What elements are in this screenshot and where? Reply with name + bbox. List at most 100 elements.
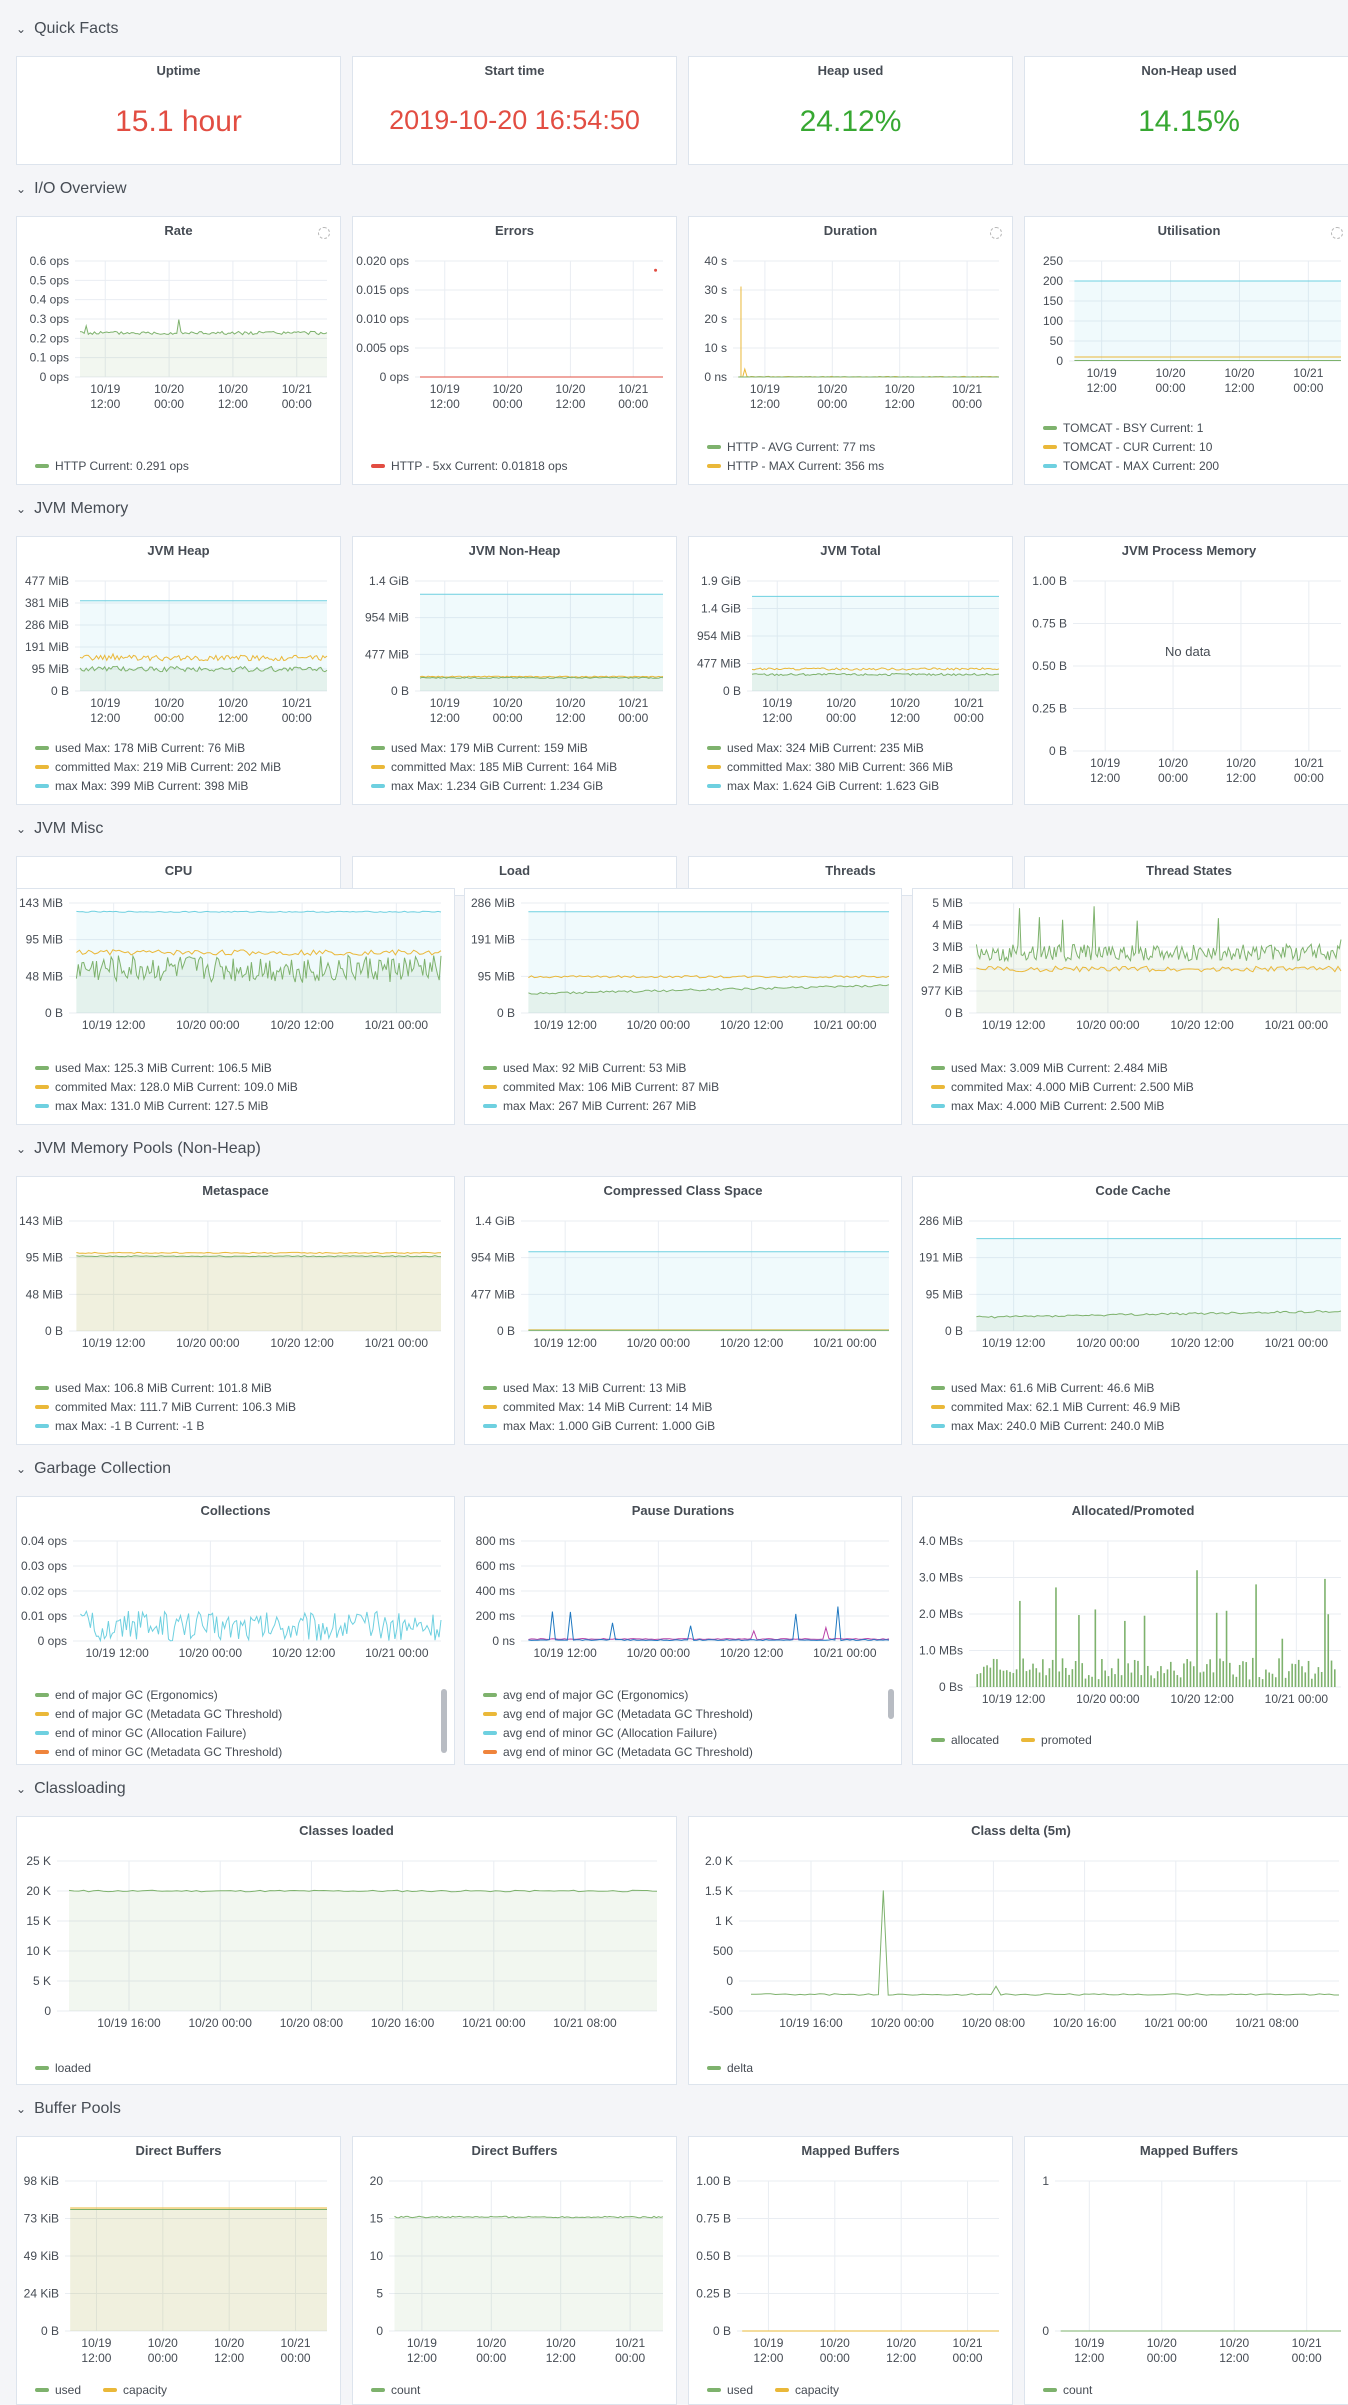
- legend-item[interactable]: end of major GC (Ergonomics): [35, 1685, 282, 1704]
- row-garbage-collection[interactable]: ⌄ Garbage Collection: [16, 1460, 171, 1478]
- row-jvm-misc[interactable]: ⌄ JVM Misc: [16, 820, 103, 838]
- panel-misc-memory-a[interactable]: 143 MiB 95 MiB 48 MiB 0 B 10/19 12:00 10/20 0…: [16, 888, 455, 1125]
- legend-scrollbar[interactable]: [441, 1689, 447, 1753]
- legend-item[interactable]: count: [1043, 2383, 1092, 2397]
- panel-rate[interactable]: Rate 0.6 ops 0.5 ops 0.4 ops 0.3 ops 0.2 ops…: [16, 216, 341, 485]
- legend-item[interactable]: max Max: 1.234 GiB Current: 1.234 GiB: [371, 776, 617, 795]
- legend-item[interactable]: max Max: 240.0 MiB Current: 240.0 MiB: [931, 1416, 1180, 1435]
- panel-title: JVM Total: [820, 543, 881, 558]
- panel-code-cache[interactable]: Code Cache 286 MiB 191 MiB 95 MiB 0 B 10/19 …: [912, 1176, 1348, 1445]
- stat-panel-nonheap-used[interactable]: Non-Heap used 14.15%: [1024, 56, 1348, 165]
- panel-mapped-buffers-bytes[interactable]: Mapped Buffers 1.00 B 0.75 B 0.50 B 0.25 B 0…: [688, 2136, 1013, 2405]
- bar: [1199, 1672, 1202, 1687]
- x-tick-label: 10/20: [890, 696, 920, 710]
- legend-item[interactable]: used Max: 3.009 MiB Current: 2.484 MiB: [931, 1058, 1194, 1077]
- legend-item[interactable]: used: [707, 2383, 753, 2397]
- panel-mapped-buffers-count[interactable]: Mapped Buffers 1 0 10/19 12:00 10/20 00:00 10/…: [1024, 2136, 1348, 2405]
- panel-allocated-promoted[interactable]: Allocated/Promoted 4.0 MBs 3.0 MBs 2.0 MBs…: [912, 1496, 1348, 1765]
- panel-jvm-heap[interactable]: JVM Heap 477 MiB 381 MiB 286 MiB 191 MiB 95 …: [16, 536, 341, 805]
- legend-item[interactable]: HTTP - AVG Current: 77 ms: [707, 437, 884, 456]
- legend-item[interactable]: capacity: [775, 2383, 839, 2397]
- legend-item[interactable]: loaded: [35, 2061, 91, 2075]
- panel-jvm-process-memory[interactable]: JVM Process Memory 1.00 B 0.75 B 0.50 B 0.2…: [1024, 536, 1348, 805]
- row-io-overview[interactable]: ⌄ I/O Overview: [16, 180, 127, 198]
- legend-item[interactable]: max Max: -1 B Current: -1 B: [35, 1416, 296, 1435]
- legend-item[interactable]: end of minor GC (Metadata GC Threshold): [35, 1742, 282, 1761]
- legend-item[interactable]: commited Max: 106 MiB Current: 87 MiB: [483, 1077, 719, 1096]
- legend-item[interactable]: used Max: 106.8 MiB Current: 101.8 MiB: [35, 1378, 296, 1397]
- legend-item[interactable]: end of major GC (Metadata GC Threshold): [35, 1704, 282, 1723]
- panel-classes-loaded[interactable]: Classes loaded 25 K 20 K 15 K 10 K 5 K 0 10/19…: [16, 1816, 677, 2085]
- legend-item[interactable]: used Max: 125.3 MiB Current: 106.5 MiB: [35, 1058, 298, 1077]
- legend-item[interactable]: HTTP - 5xx Current: 0.01818 ops: [371, 456, 568, 475]
- stat-panel-uptime[interactable]: Uptime 15.1 hour: [16, 56, 341, 165]
- chart-plot-area: 25 K 20 K 15 K 10 K 5 K 0 10/19 16:00 10/20 00:…: [26, 1854, 658, 2030]
- x-tick-label: 10/20 12:00: [720, 1018, 784, 1032]
- legend-item[interactable]: count: [371, 2383, 420, 2397]
- x-tick-label: 10/20: [546, 2336, 576, 2350]
- legend-item[interactable]: max Max: 131.0 MiB Current: 127.5 MiB: [35, 1096, 298, 1115]
- legend-item[interactable]: TOMCAT - BSY Current: 1: [1043, 418, 1219, 437]
- legend-item[interactable]: promoted: [1021, 1733, 1092, 1747]
- panel-jvm-total[interactable]: JVM Total 1.9 GiB 1.4 GiB 954 MiB 477 MiB 0 …: [688, 536, 1013, 805]
- pause-chart: 800 ms 600 ms 400 ms 200 ms 0 ns 10/19 12:00 1…: [476, 1534, 890, 1660]
- row-buffer-pools[interactable]: ⌄ Buffer Pools: [16, 2100, 121, 2118]
- legend-item[interactable]: used Max: 92 MiB Current: 53 MiB: [483, 1058, 719, 1077]
- legend-item[interactable]: capacity: [103, 2383, 167, 2397]
- legend-item[interactable]: used Max: 324 MiB Current: 235 MiB: [707, 738, 953, 757]
- bar: [1176, 1675, 1179, 1687]
- legend-item[interactable]: avg end of major GC (Metadata GC Thresho…: [483, 1704, 753, 1723]
- legend-item[interactable]: avg end of minor GC (Allocation Failure): [483, 1723, 753, 1742]
- legend-item[interactable]: used Max: 13 MiB Current: 13 MiB: [483, 1378, 715, 1397]
- legend-item[interactable]: avg end of minor GC (Metadata GC Thresho…: [483, 1742, 753, 1761]
- panel-utilisation[interactable]: Utilisation 250 200 150 100 50 0 10/19 12:00 10/…: [1024, 216, 1348, 485]
- bar: [1297, 1659, 1300, 1687]
- legend-item[interactable]: max Max: 1.624 GiB Current: 1.623 GiB: [707, 776, 953, 795]
- legend-item[interactable]: avg end of major GC (Ergonomics): [483, 1685, 753, 1704]
- row-jvm-memory[interactable]: ⌄ JVM Memory: [16, 500, 128, 518]
- panel-direct-buffers-count[interactable]: Direct Buffers 20 15 10 5 0 10/19 12:00 10/20 00…: [352, 2136, 677, 2405]
- legend-item[interactable]: commited Max: 14 MiB Current: 14 MiB: [483, 1397, 715, 1416]
- panel-compressed-class-space[interactable]: Compressed Class Space 1.4 GiB 954 MiB 477…: [464, 1176, 902, 1445]
- panel-direct-buffers-bytes[interactable]: Direct Buffers 98 KiB 73 KiB 49 KiB 24 KiB 0…: [16, 2136, 341, 2405]
- stat-panel-heap-used[interactable]: Heap used 24.12%: [688, 56, 1013, 165]
- legend-item[interactable]: committed Max: 185 MiB Current: 164 MiB: [371, 757, 617, 776]
- legend-label: max Max: 1.234 GiB Current: 1.234 GiB: [391, 778, 604, 793]
- legend-scrollbar[interactable]: [888, 1689, 894, 1719]
- panel-misc-memory-b[interactable]: 286 MiB 191 MiB 95 MiB 0 B 10/19 12:00 10/20 …: [464, 888, 902, 1125]
- legend-item[interactable]: used Max: 178 MiB Current: 76 MiB: [35, 738, 281, 757]
- panel-pause-durations[interactable]: Pause Durations 800 ms 600 ms 400 ms 200 ms…: [464, 1496, 902, 1765]
- legend-item[interactable]: HTTP Current: 0.291 ops: [35, 456, 189, 475]
- legend-item[interactable]: HTTP - MAX Current: 356 ms: [707, 456, 884, 475]
- panel-errors[interactable]: Errors 0.020 ops 0.015 ops 0.010 ops 0.005 …: [352, 216, 677, 485]
- stat-panel-start-time[interactable]: Start time 2019-10-20 16:54:50: [352, 56, 677, 165]
- row-quick-facts[interactable]: ⌄ Quick Facts: [16, 20, 119, 38]
- legend-item[interactable]: commited Max: 111.7 MiB Current: 106.3 M…: [35, 1397, 296, 1416]
- panel-collections[interactable]: Collections 0.04 ops 0.03 ops 0.02 ops 0.01…: [16, 1496, 455, 1765]
- legend-item[interactable]: TOMCAT - CUR Current: 10: [1043, 437, 1219, 456]
- legend-item[interactable]: commited Max: 128.0 MiB Current: 109.0 M…: [35, 1077, 298, 1096]
- legend-item[interactable]: max Max: 4.000 MiB Current: 2.500 MiB: [931, 1096, 1194, 1115]
- panel-metaspace[interactable]: Metaspace 143 MiB 95 MiB 48 MiB 0 B 10/19 12…: [16, 1176, 455, 1445]
- legend-item[interactable]: committed Max: 219 MiB Current: 202 MiB: [35, 757, 281, 776]
- legend-item[interactable]: used: [35, 2383, 81, 2397]
- legend-item[interactable]: delta: [707, 2061, 753, 2075]
- panel-class-delta[interactable]: Class delta (5m) 2.0 K 1.5 K 1 K 500 0 -500 10…: [688, 1816, 1348, 2085]
- legend-item[interactable]: TOMCAT - MAX Current: 200: [1043, 456, 1219, 475]
- legend-item[interactable]: end of minor GC (Allocation Failure): [35, 1723, 282, 1742]
- legend-item[interactable]: max Max: 1.000 GiB Current: 1.000 GiB: [483, 1416, 715, 1435]
- row-classloading[interactable]: ⌄ Classloading: [16, 1780, 126, 1798]
- x-tick-label: 10/19 12:00: [982, 1018, 1046, 1032]
- legend-item[interactable]: max Max: 267 MiB Current: 267 MiB: [483, 1096, 719, 1115]
- legend-item[interactable]: commited Max: 4.000 MiB Current: 2.500 M…: [931, 1077, 1194, 1096]
- legend-item[interactable]: used Max: 179 MiB Current: 159 MiB: [371, 738, 617, 757]
- legend-item[interactable]: commited Max: 62.1 MiB Current: 46.9 MiB: [931, 1397, 1180, 1416]
- legend-item[interactable]: max Max: 399 MiB Current: 398 MiB: [35, 776, 281, 795]
- legend-item[interactable]: allocated: [931, 1733, 999, 1747]
- panel-misc-memory-c[interactable]: 5 MiB 4 MiB 3 MiB 2 MiB 977 KiB 0 B 10/19 12:0…: [912, 888, 1348, 1125]
- legend-item[interactable]: used Max: 61.6 MiB Current: 46.6 MiB: [931, 1378, 1180, 1397]
- legend-item[interactable]: committed Max: 380 MiB Current: 366 MiB: [707, 757, 953, 776]
- panel-jvm-nonheap[interactable]: JVM Non-Heap 1.4 GiB 954 MiB 477 MiB 0 B 10/…: [352, 536, 677, 805]
- row-jvm-pools[interactable]: ⌄ JVM Memory Pools (Non-Heap): [16, 1140, 261, 1158]
